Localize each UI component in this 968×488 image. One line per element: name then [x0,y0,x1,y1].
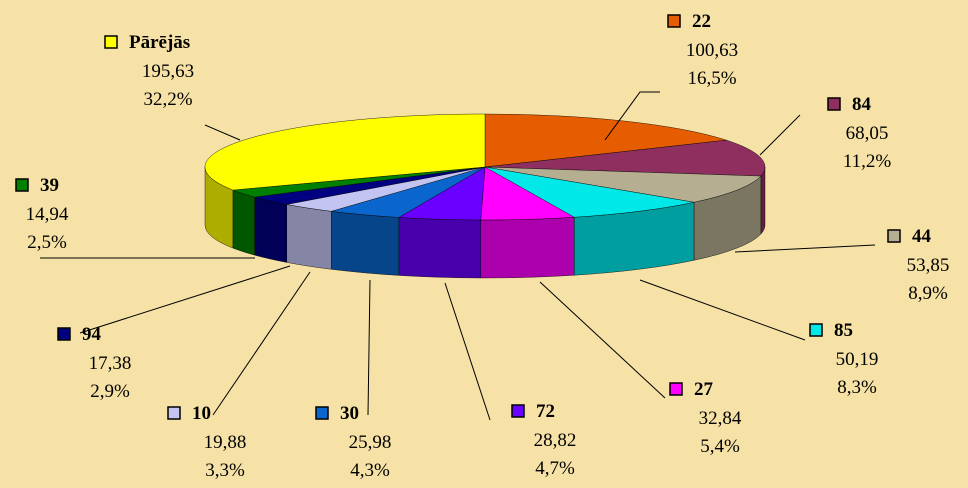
value-label: 53,85 [907,255,950,276]
percent-label: 4,3% [350,460,390,481]
legend-swatch [669,382,683,396]
category-label: 39 [40,175,59,196]
category-label: 10 [192,403,211,424]
slice-side [480,217,575,279]
value-label: 17,38 [89,353,132,374]
percent-label: 8,9% [908,283,948,304]
leader-line [79,265,291,334]
percent-label: 8,3% [837,377,877,398]
category-label: 30 [340,403,359,424]
value-label: 19,88 [204,432,247,453]
legend-swatch [104,35,118,49]
slice-side [254,196,287,263]
leader-line [204,124,241,141]
leader-line [759,114,801,156]
slice-side [760,166,766,235]
slice [484,166,762,203]
percent-label: 16,5% [687,68,736,89]
percent-label: 5,4% [700,436,740,457]
percent-label: 3,3% [205,460,245,481]
legend-swatch [667,14,681,28]
value-label: 32,84 [699,408,742,429]
value-label: 68,05 [846,123,889,144]
legend-swatch [511,404,525,418]
category-label: Pārējās [129,32,190,53]
leader-line [444,282,491,421]
leader-line [604,91,660,141]
leader-line [212,271,311,416]
slice-side [331,211,400,276]
legend-swatch [167,406,181,420]
slice [484,139,766,177]
slice [484,113,727,168]
value-label: 28,82 [534,430,577,451]
category-label: 27 [694,379,714,400]
category-label: 84 [852,94,872,115]
slice [204,113,486,191]
legend-swatch [315,406,329,420]
leader-line [639,279,806,341]
legend-swatch [57,327,71,341]
leader-line [367,279,371,416]
legend-swatch [15,178,29,192]
percent-label: 4,7% [535,458,575,479]
category-label: 22 [692,11,711,32]
value-label: 25,98 [349,432,392,453]
slice-side [286,204,332,270]
value-label: 50,19 [836,349,879,370]
value-label: 100,63 [686,40,738,61]
slice [484,166,695,218]
category-label: 44 [912,226,932,247]
percent-label: 32,2% [143,89,192,110]
percent-label: 2,5% [27,232,67,253]
category-label: 85 [834,320,853,341]
legend-swatch [809,323,823,337]
value-label: 14,94 [26,204,69,225]
legend-swatch [887,229,901,243]
slice-side [398,217,481,279]
leader-line [539,281,666,399]
legend-swatch [827,97,841,111]
category-label: 94 [82,324,102,345]
category-label: 72 [536,401,555,422]
value-label: 195,63 [142,61,194,82]
leader-line [734,244,876,253]
percent-label: 2,9% [90,381,130,402]
slice-side [232,189,255,256]
percent-label: 11,2% [843,151,892,172]
